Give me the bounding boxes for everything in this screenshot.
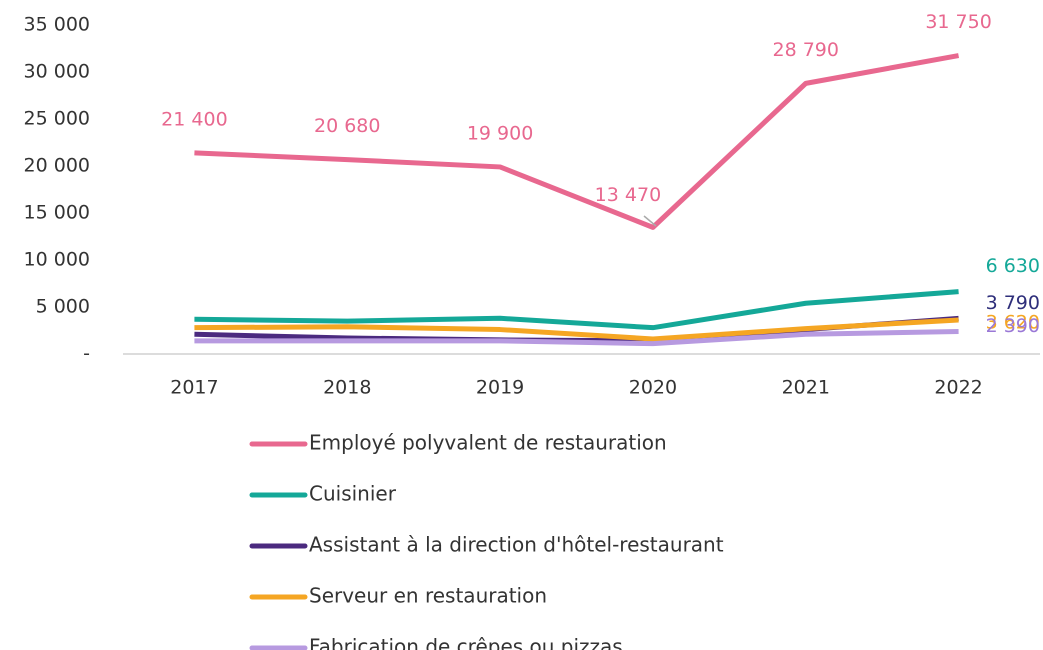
x-tick-label: 2021 xyxy=(782,377,830,399)
series-line xyxy=(194,317,959,342)
data-label: 20 680 xyxy=(314,115,380,137)
y-tick-label: - xyxy=(83,343,90,365)
data-label: 3 790 xyxy=(986,292,1040,314)
data-label: 2 390 xyxy=(986,315,1040,337)
series-line xyxy=(194,329,959,347)
series-line xyxy=(194,53,960,230)
data-label: 31 750 xyxy=(925,11,991,33)
data-label: 6 630 xyxy=(986,255,1040,277)
data-label: 28 790 xyxy=(773,39,839,61)
data-label: 3 620 xyxy=(986,311,1040,333)
x-tick-label: 2020 xyxy=(629,377,677,399)
y-tick-label: 15 000 xyxy=(24,202,90,224)
legend-label: Cuisinier xyxy=(309,482,397,506)
leader-line xyxy=(643,215,657,227)
x-tick-label: 2018 xyxy=(323,377,371,399)
legend-label: Assistant à la direction d'hôtel-restaur… xyxy=(309,533,724,557)
x-tick-label: 2019 xyxy=(476,377,524,399)
data-label: 21 400 xyxy=(161,108,227,130)
legend-label: Fabrication de crêpes ou pizzas xyxy=(309,635,623,650)
y-tick-label: 25 000 xyxy=(24,108,90,130)
y-tick-label: 5 000 xyxy=(36,296,90,318)
y-tick-label: 35 000 xyxy=(24,14,90,36)
legend-label: Serveur en restauration xyxy=(309,584,547,608)
legend-label: Employé polyvalent de restauration xyxy=(309,431,667,455)
data-label: 13 470 xyxy=(595,184,661,206)
y-tick-label: 20 000 xyxy=(24,155,90,177)
x-tick-label: 2017 xyxy=(170,377,218,399)
x-tick-label: 2022 xyxy=(934,377,982,399)
data-label: 19 900 xyxy=(467,122,533,144)
y-tick-label: 30 000 xyxy=(24,61,90,83)
series-line xyxy=(194,289,959,331)
y-tick-label: 10 000 xyxy=(24,249,90,271)
